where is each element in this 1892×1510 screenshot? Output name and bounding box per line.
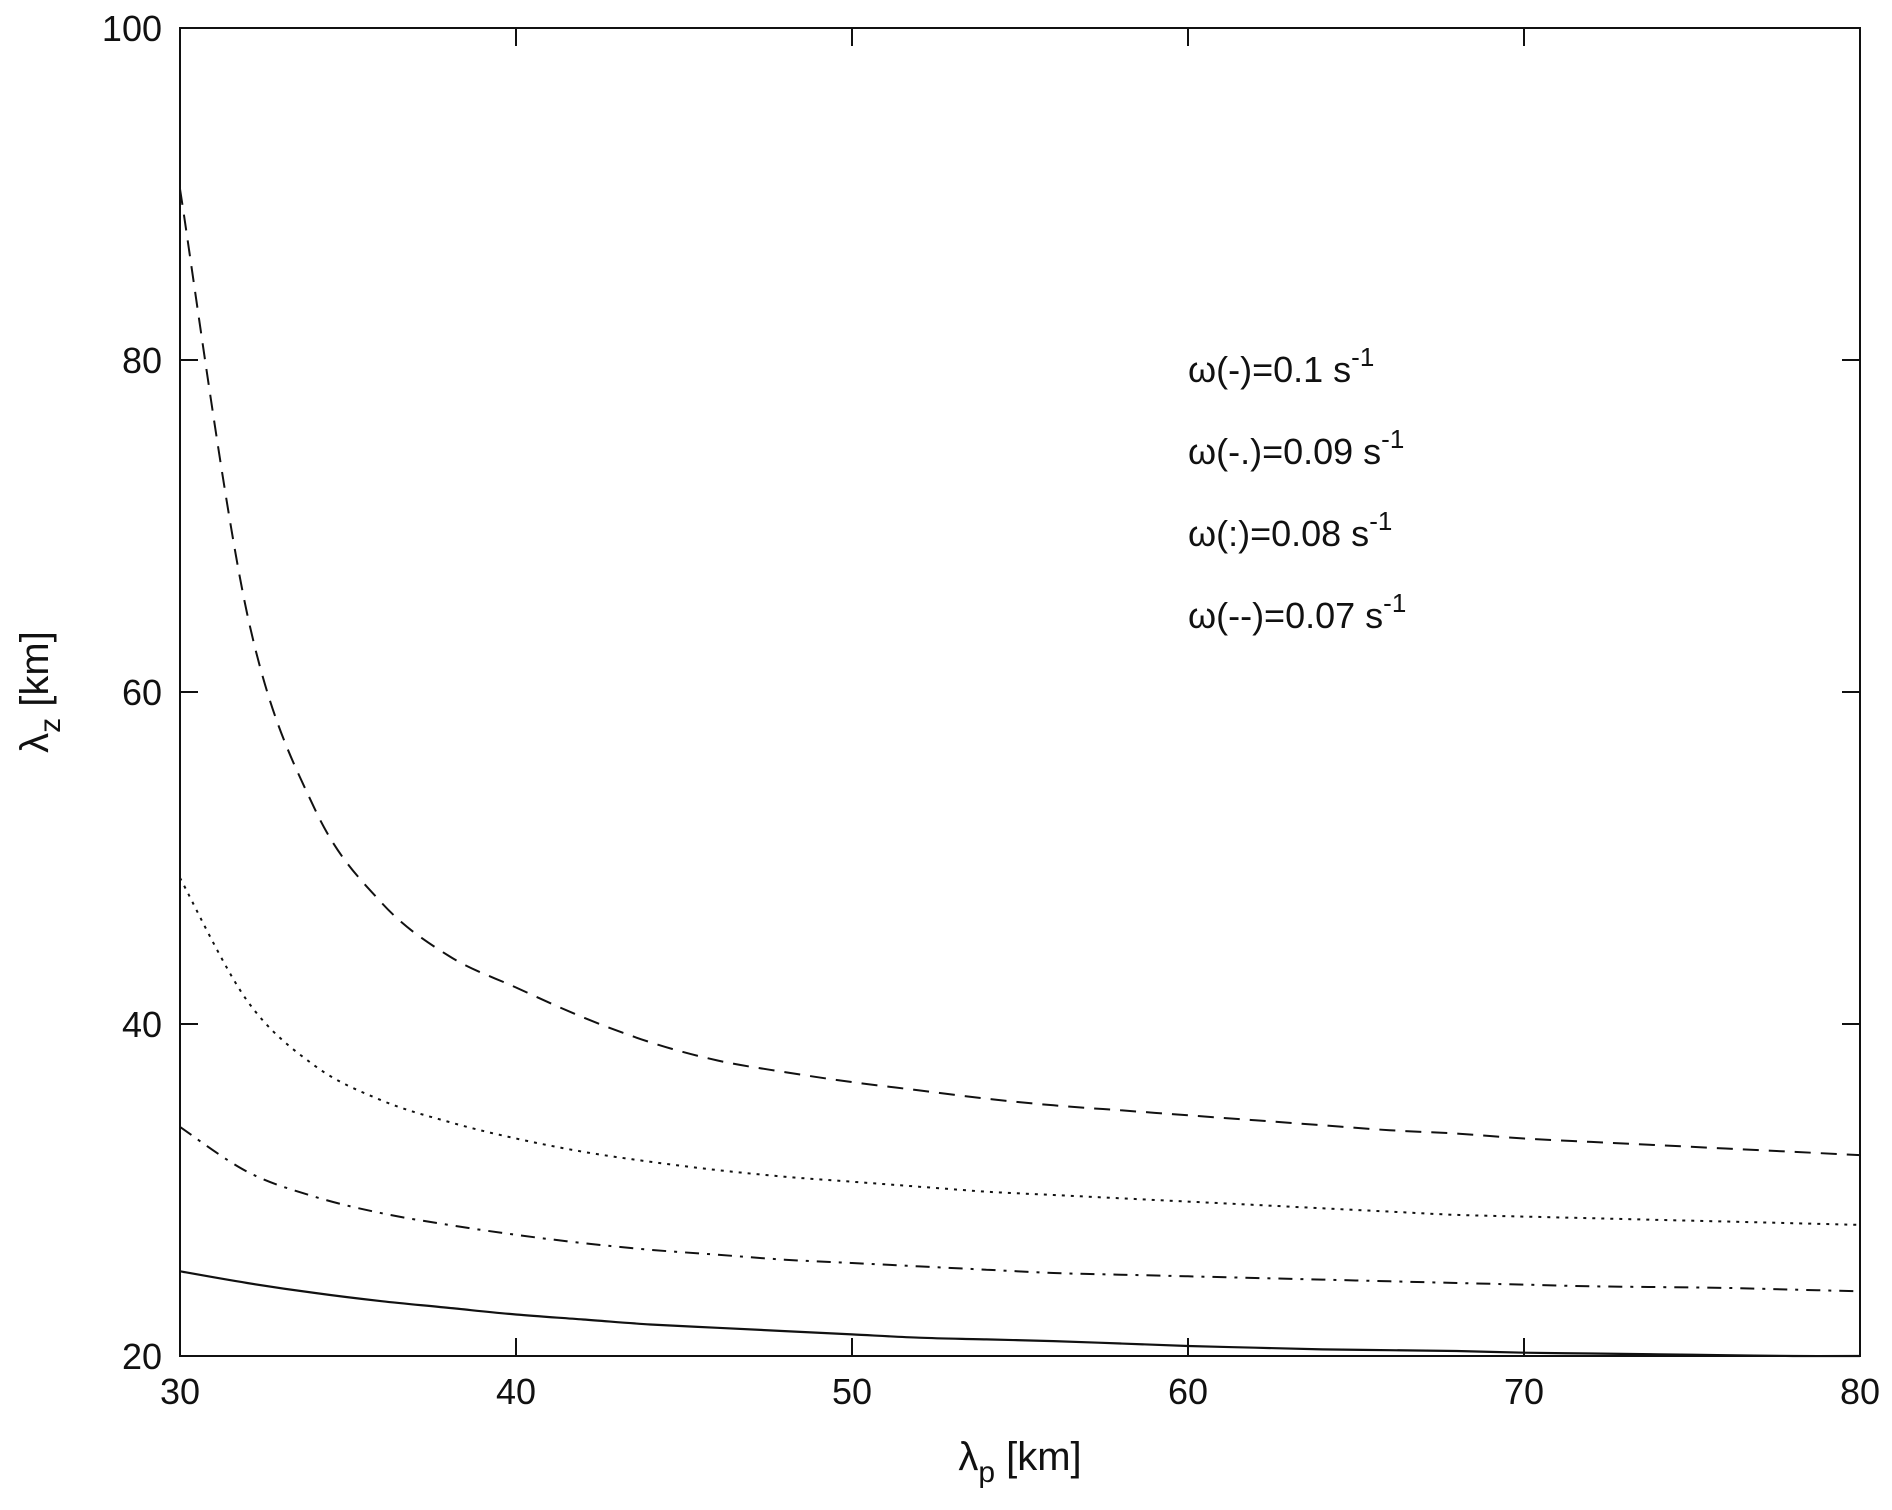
x-tick-label-80: 80 xyxy=(1840,1371,1880,1412)
y-tick-label-20: 20 xyxy=(122,1336,162,1377)
y-axis-label: λz [km] xyxy=(13,631,67,753)
y-axis-label-unit: [km] xyxy=(13,631,57,718)
legend-entry-solid-text: ω(-)=0.1 s xyxy=(1188,349,1351,390)
x-axis-label-unit: [km] xyxy=(995,1435,1082,1479)
series-line-dashdot xyxy=(179,1126,1861,1293)
legend-entry-dotted-text: ω(:)=0.08 s xyxy=(1188,513,1369,554)
x-axis-label: λp [km] xyxy=(958,1435,1081,1489)
series-line-solid xyxy=(179,1270,1861,1358)
series-layer xyxy=(179,188,1861,1358)
legend-entry-dotted-sup: -1 xyxy=(1369,506,1392,536)
legend-entry-dashed-text: ω(--)=0.07 s xyxy=(1188,595,1383,636)
y-tick-label-40: 40 xyxy=(122,1004,162,1045)
tick-layer: 30 40 50 60 70 80 20 40 60 80 100 xyxy=(102,8,1880,1412)
legend-entry-dashdot-text: ω(-.)=0.09 s xyxy=(1188,431,1381,472)
y-tick-label-80: 80 xyxy=(122,340,162,381)
y-tick-label-60: 60 xyxy=(122,672,162,713)
legend-entry-dashed-sup: -1 xyxy=(1383,588,1406,618)
x-axis-label-symbol: λ xyxy=(958,1435,978,1479)
legend-entry-dashdot-sup: -1 xyxy=(1381,424,1404,454)
x-tick-label-50: 50 xyxy=(832,1371,872,1412)
x-axis-label-subscript: p xyxy=(978,1456,995,1489)
y-tick-label-100: 100 xyxy=(102,8,162,49)
legend-entry-solid: ω(-)=0.1 s-1 xyxy=(1188,342,1374,390)
legend-entry-dashed: ω(--)=0.07 s-1 xyxy=(1188,588,1406,636)
y-axis-label-subscript: z xyxy=(34,718,67,733)
legend-entry-dotted: ω(:)=0.08 s-1 xyxy=(1188,506,1392,554)
x-tick-label-70: 70 xyxy=(1504,1371,1544,1412)
x-tick-label-30: 30 xyxy=(160,1371,200,1412)
legend-entry-dashdot: ω(-.)=0.09 s-1 xyxy=(1188,424,1404,472)
x-tick-label-40: 40 xyxy=(496,1371,536,1412)
series-line-dashed xyxy=(179,188,1861,1157)
x-tick-label-60: 60 xyxy=(1168,1371,1208,1412)
legend-annotations: ω(-)=0.1 s-1 ω(-.)=0.09 s-1 ω(:)=0.08 s-… xyxy=(1188,342,1406,636)
y-axis-label-symbol: λ xyxy=(13,733,57,753)
legend-entry-solid-sup: -1 xyxy=(1351,342,1374,372)
